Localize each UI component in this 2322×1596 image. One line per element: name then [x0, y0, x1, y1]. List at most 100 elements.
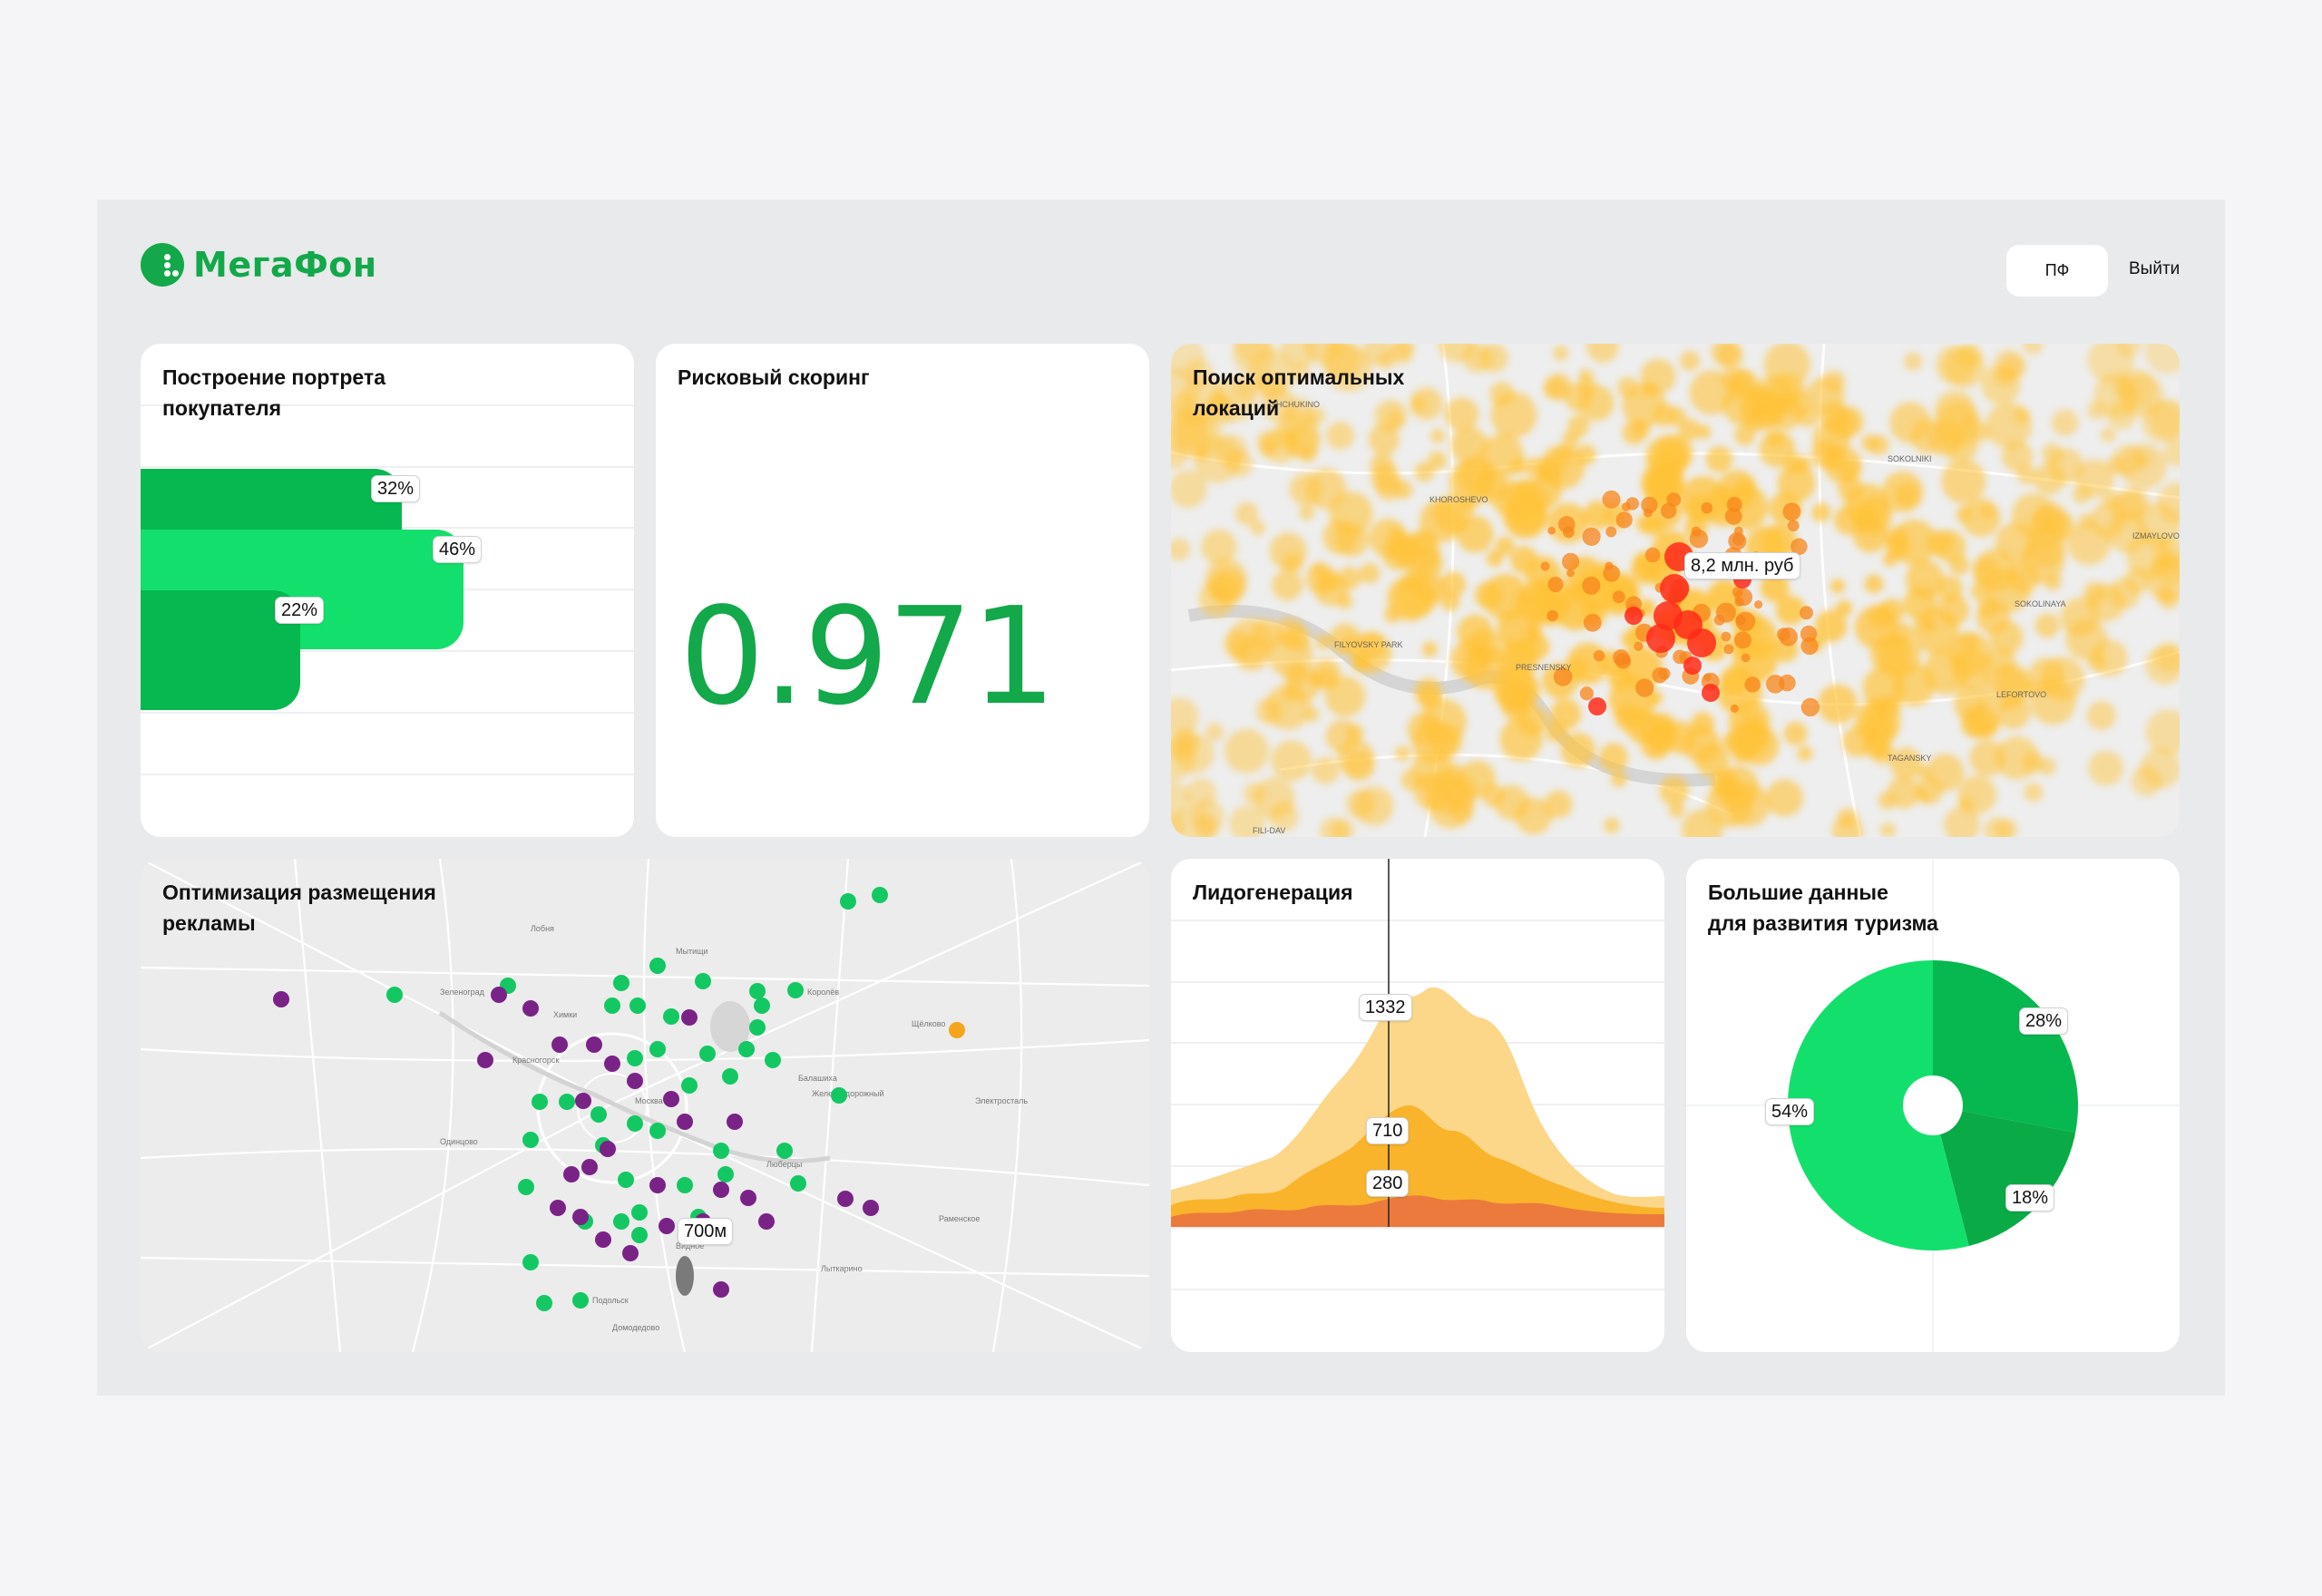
heat-cell [1234, 501, 1259, 526]
heat-cell [1413, 772, 1452, 811]
heat-cell-warm [1724, 507, 1742, 525]
heat-cell [1604, 817, 1620, 833]
heat-cell [1322, 520, 1358, 555]
megafon-logo-icon [141, 243, 184, 287]
heat-cell [1428, 451, 1447, 471]
ad-point-purple [600, 1141, 616, 1157]
lead-label-280: 280 [1366, 1170, 1410, 1197]
heat-cell [1864, 574, 1884, 594]
map-city-label: Мытищи [676, 947, 708, 956]
heat-cell [1358, 632, 1385, 660]
heat-cell-warm [1673, 649, 1687, 665]
heat-cell [1711, 344, 1740, 366]
heat-cell [1797, 406, 1819, 428]
ad-point-purple [837, 1191, 854, 1207]
logo-text: МегаФон [193, 245, 377, 285]
heat-cell [2023, 344, 2044, 355]
heatmap-map[interactable]: SHCHUKINO KHOROSHEVO FILYOVSKY PARK PRESNEN… [1171, 344, 2180, 837]
heat-cell [1599, 743, 1628, 772]
heat-cell [1771, 373, 1805, 407]
card-customer-portrait[interactable]: Построение портрета покупателя 32% 46% 2… [141, 344, 634, 837]
heat-cell-hot [1687, 628, 1716, 657]
heat-cell [1254, 373, 1271, 389]
heat-cell [1761, 523, 1798, 560]
tourism-pie-chart [1686, 859, 2180, 1352]
heat-cell [1410, 387, 1443, 421]
heat-cell [1394, 745, 1411, 762]
card-title: Оптимизация размещения рекламы [162, 881, 436, 935]
ad-point-purple [477, 1052, 493, 1068]
ad-point-purple [491, 987, 507, 1003]
heat-cell-hot [1588, 697, 1606, 715]
heat-cell [1759, 431, 1796, 468]
ad-point-green [532, 1094, 548, 1110]
heat-cell [2163, 438, 2180, 467]
heat-cell [2090, 501, 2126, 539]
heat-cell [1845, 483, 1889, 529]
heat-cell [1969, 739, 2006, 776]
map-city-label: Железнодорожный [812, 1089, 884, 1098]
ad-point-purple [681, 1009, 698, 1026]
heat-cell [2034, 613, 2060, 638]
card-lead-generation[interactable]: Лидогенерация 1332 710 280 [1171, 859, 1664, 1352]
heat-cell [1667, 406, 1687, 426]
ad-point-green [613, 975, 629, 991]
heat-cell [1979, 504, 1995, 520]
ad-point-purple [572, 1209, 589, 1225]
megafon-logo[interactable]: МегаФон [141, 243, 377, 287]
ad-point-green [787, 982, 804, 998]
map-district-label: IZMAYLOVO [2132, 531, 2180, 540]
heat-cell-warm [1691, 526, 1702, 537]
pf-button[interactable]: ПФ [2006, 245, 2108, 297]
heat-cell [1765, 779, 1803, 817]
card-ad-placement[interactable]: Москва Химки Балашиха Люберцы Подольск Мытищи… [141, 859, 1149, 1352]
map-city-label: Лыткарино [821, 1264, 863, 1273]
map-district-label: TAGANSKY [1888, 754, 1931, 763]
heat-cell [1185, 778, 1217, 810]
map-city-label: Домодедово [612, 1323, 659, 1332]
ad-point-green [649, 958, 666, 974]
heat-cell-warm [1713, 614, 1725, 626]
heat-cell [1870, 700, 1888, 717]
heat-cell [2017, 465, 2037, 485]
ad-point-green [754, 998, 770, 1014]
card-risk-scoring[interactable]: Рисковый скоринг 0.971 [656, 344, 1149, 837]
heat-cell [2028, 657, 2065, 695]
heat-cell [1972, 423, 1991, 443]
ad-point-green [590, 1106, 607, 1123]
map-city-label: Зеленоград [440, 988, 485, 997]
heat-cell [2072, 485, 2091, 504]
ad-point-green [604, 998, 620, 1014]
ad-point-green [872, 887, 888, 903]
heat-cell [2002, 441, 2034, 472]
heat-cell [1567, 414, 1590, 437]
ad-point-green [649, 1041, 666, 1057]
map-city-label: Лобня [531, 924, 554, 933]
heat-cell [1474, 581, 1502, 609]
card-title: Поиск оптимальных локаций [1193, 365, 1405, 420]
heat-cell [1312, 756, 1340, 784]
heat-cell-warm [1779, 627, 1798, 647]
heat-cell-warm [1546, 609, 1558, 622]
heat-cell-warm [1547, 526, 1556, 535]
card-tourism-big-data[interactable]: Большие данные для развития туризма 28% … [1686, 859, 2180, 1352]
ad-placement-map[interactable]: Москва Химки Балашиха Люберцы Подольск Мытищи… [141, 859, 1149, 1352]
card-optimal-locations[interactable]: SHCHUKINO KHOROSHEVO FILYOVSKY PARK PRESNEN… [1171, 344, 2180, 837]
map-city-label: Красногорск [512, 1056, 559, 1065]
heat-cell [1981, 365, 2021, 404]
heat-cell [1794, 455, 1812, 473]
heat-cell [1414, 462, 1435, 482]
heat-cell [1457, 614, 1494, 651]
card-title: Лидогенерация [1193, 881, 1353, 904]
heat-cell [1438, 344, 1477, 363]
heat-cell [1819, 401, 1850, 432]
lead-label-710: 710 [1366, 1117, 1410, 1144]
ad-point-purple [663, 1091, 679, 1107]
map-city-label: Химки [553, 1010, 577, 1019]
heat-cell [1635, 514, 1655, 533]
heat-cell [1345, 724, 1364, 743]
heat-cell-warm [1730, 704, 1739, 713]
exit-link[interactable]: Выйти [2129, 259, 2181, 278]
heat-cell [1478, 344, 1508, 373]
heat-cell [1970, 581, 1990, 601]
